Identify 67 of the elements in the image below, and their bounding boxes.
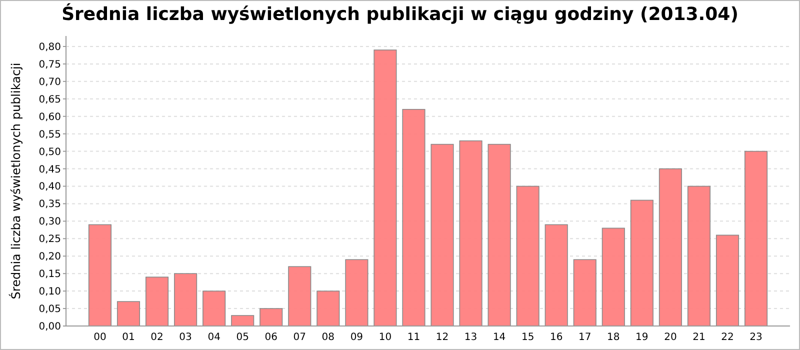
x-tick-label: 23 <box>750 332 762 343</box>
bar <box>630 200 654 326</box>
x-tick-label: 06 <box>264 332 278 343</box>
y-tick-label: 0,45 <box>38 164 61 176</box>
x-tick-label: 13 <box>464 332 478 343</box>
y-tick-label: 0,10 <box>38 286 61 298</box>
bar <box>573 259 596 326</box>
chart-title: Średnia liczba wyświetlonych publikacji w ciągu godziny (2013.04) <box>62 3 738 25</box>
x-tick-label: 22 <box>721 332 734 343</box>
bar <box>231 315 254 326</box>
x-tick-label: 14 <box>492 332 506 343</box>
bar <box>544 224 568 326</box>
x-tick-label: 12 <box>436 332 449 343</box>
x-tick-label: 08 <box>322 332 335 343</box>
bar <box>402 108 426 326</box>
x-tick-label: 05 <box>236 332 249 343</box>
bar <box>374 50 397 326</box>
y-tick-label: 0,05 <box>38 304 61 316</box>
x-tick-label: 16 <box>550 332 563 343</box>
y-tick-label: 0,35 <box>38 199 61 210</box>
x-tick-label: 15 <box>521 332 534 343</box>
x-tick-label: 20 <box>664 332 677 343</box>
x-tick-label: 19 <box>636 332 648 343</box>
bar <box>716 234 740 326</box>
y-tick-label: 0,55 <box>38 129 61 140</box>
bar <box>174 273 198 326</box>
bar <box>687 186 710 326</box>
bar <box>260 308 283 326</box>
x-tick-label: 03 <box>179 332 192 343</box>
x-tick-label: 21 <box>692 332 706 343</box>
x-tick-label: 04 <box>208 332 220 343</box>
x-tick-label: 11 <box>407 332 420 343</box>
bar <box>430 144 454 326</box>
y-tick-label: 0,80 <box>38 42 61 53</box>
y-tick-label: 0,50 <box>38 146 61 158</box>
y-tick-label: 0,70 <box>38 76 61 88</box>
x-tick-label: 02 <box>150 332 164 343</box>
x-tick-label: 17 <box>578 332 592 343</box>
bar <box>288 266 312 326</box>
y-tick-label: 0,65 <box>38 94 61 106</box>
y-tick-label: 0,15 <box>38 269 61 280</box>
x-tick-label: 00 <box>94 332 106 343</box>
y-tick-label: 0,20 <box>38 252 61 263</box>
bar <box>316 290 340 326</box>
y-tick-label: 0,75 <box>38 59 61 70</box>
bar <box>516 186 540 326</box>
y-tick-label: 0,25 <box>38 234 61 246</box>
x-tick-label: 10 <box>378 332 392 343</box>
y-tick-label: 0,60 <box>38 112 61 123</box>
x-tick-label: 01 <box>122 332 135 343</box>
bar <box>459 140 482 326</box>
bar <box>602 228 625 326</box>
bar <box>146 276 169 326</box>
bar <box>744 150 768 326</box>
y-tick-label: 0,00 <box>38 322 61 332</box>
bar <box>116 301 140 326</box>
bar <box>488 144 511 326</box>
bar <box>202 290 226 326</box>
x-tick-label: 18 <box>607 332 620 343</box>
bar <box>658 168 682 326</box>
bar <box>345 259 368 326</box>
y-tick-label: 0,30 <box>38 216 61 228</box>
x-tick-label: 09 <box>350 332 364 343</box>
y-tick-label: 0,40 <box>38 182 61 193</box>
x-tick-label: 07 <box>293 332 306 343</box>
y-axis-title: Średnia liczba wyświetlonych publikacji <box>8 62 23 300</box>
bar <box>88 224 112 326</box>
